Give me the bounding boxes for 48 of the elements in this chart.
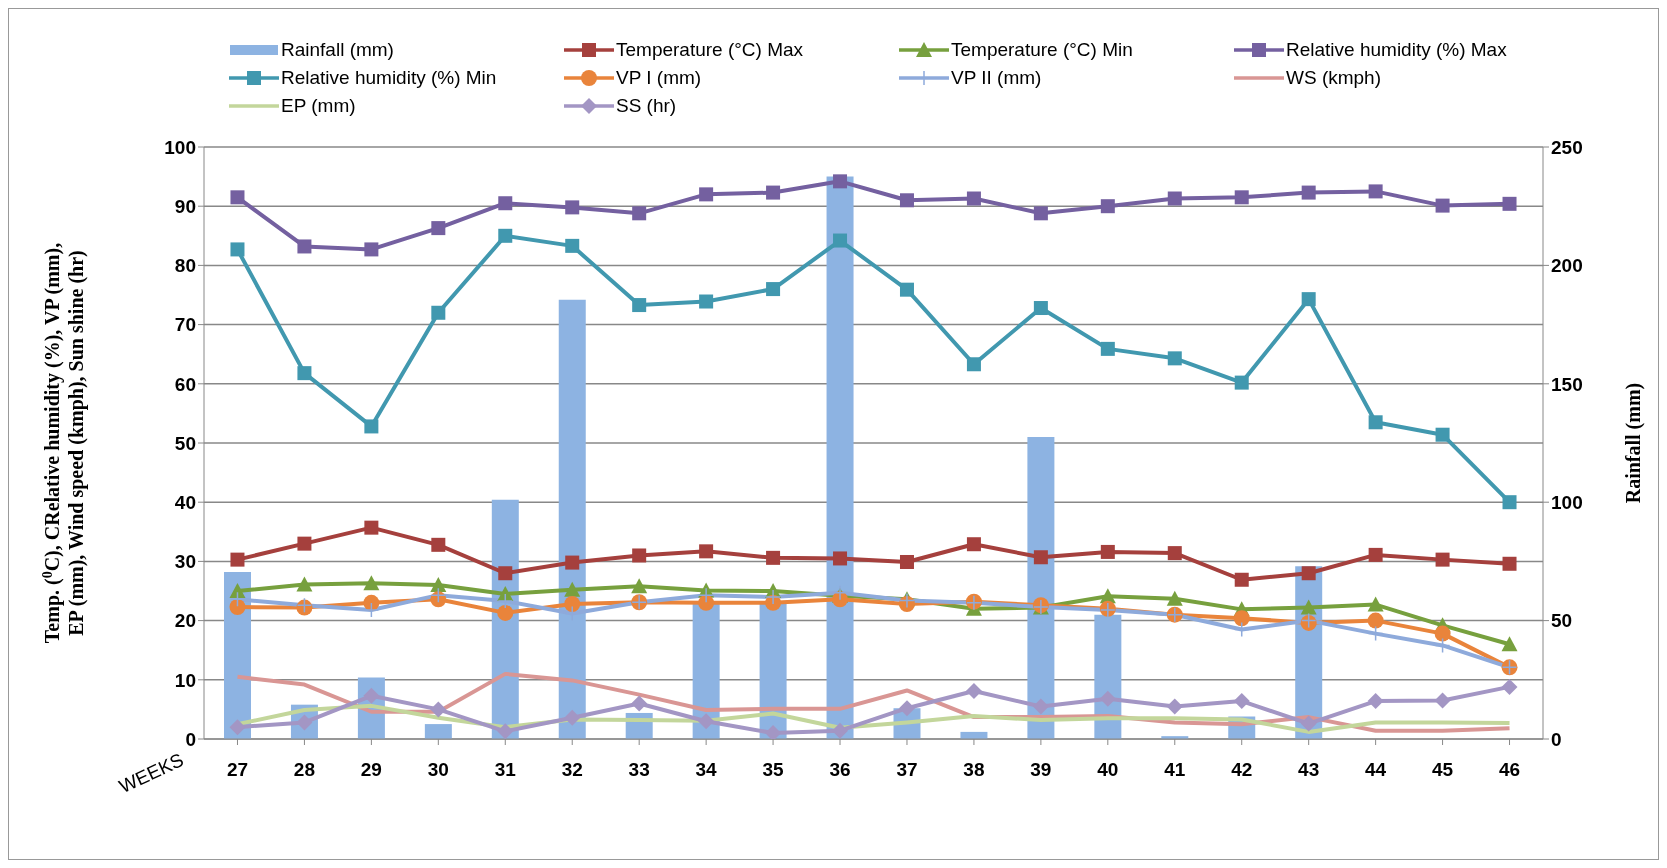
y-tick-label: 90 (174, 195, 196, 217)
y-tick-label: 10 (174, 669, 196, 691)
x-tick-label: 33 (628, 759, 650, 781)
x-tick-label: 35 (762, 759, 785, 781)
legend-label: WS (kmph) (1286, 67, 1381, 89)
x-tick-label: 40 (1097, 759, 1119, 781)
y-tick-label: 60 (174, 373, 196, 395)
y2-tick-label: 250 (1551, 136, 1583, 158)
legend-label: Temperature (°C) Max (616, 39, 804, 61)
y-tick-label: 30 (174, 551, 196, 573)
y2-tick-label: 100 (1551, 491, 1583, 513)
x-tick-label: 34 (695, 759, 718, 781)
y-tick-label: 0 (185, 728, 196, 750)
y2-tick-label: 150 (1551, 373, 1583, 395)
x-tick-label: 41 (1164, 759, 1186, 781)
y2-tick-label: 50 (1551, 610, 1573, 632)
legend-label: Relative humidity (%) Min (281, 67, 497, 89)
y-tick-label: 50 (174, 432, 196, 454)
x-tick-label: 45 (1432, 759, 1454, 781)
x-tick-label: 36 (829, 759, 851, 781)
x-tick-label: 28 (293, 759, 315, 781)
x-tick-label: 39 (1030, 759, 1052, 781)
legend-label: EP (mm) (281, 95, 356, 117)
legend-label: Temperature (°C) Min (951, 39, 1133, 61)
legend-label: Rainfall (mm) (281, 39, 394, 61)
x-tick-label: 30 (427, 759, 449, 781)
legend-label: Relative humidity (%) Max (1286, 39, 1507, 61)
x-tick-label: 29 (360, 759, 382, 781)
x-tick-label: 32 (561, 759, 583, 781)
y2-axis-title: Rainfall (mm) (1622, 382, 1646, 504)
x-tick-label: 31 (494, 759, 517, 781)
y-tick-label: 40 (174, 491, 196, 513)
x-tick-label: 37 (896, 759, 918, 781)
x-tick-label: 43 (1298, 759, 1320, 781)
y-tick-label: 100 (164, 136, 196, 158)
legend-label: VP II (mm) (951, 67, 1042, 89)
y2-tick-label: 0 (1551, 728, 1562, 750)
x-tick-label: 38 (963, 759, 985, 781)
legend-label: VP I (mm) (616, 67, 702, 89)
y-tick-label: 20 (174, 610, 196, 632)
y2-tick-label: 200 (1551, 255, 1583, 277)
x-tick-label: 46 (1498, 759, 1521, 781)
x-tick-label: 44 (1365, 759, 1387, 781)
y-tick-label: 70 (174, 314, 196, 336)
x-tick-label: 42 (1231, 759, 1253, 781)
y-tick-label: 80 (174, 255, 196, 277)
x-tick-label: 27 (226, 759, 249, 781)
legend-label: SS (hr) (616, 95, 677, 117)
